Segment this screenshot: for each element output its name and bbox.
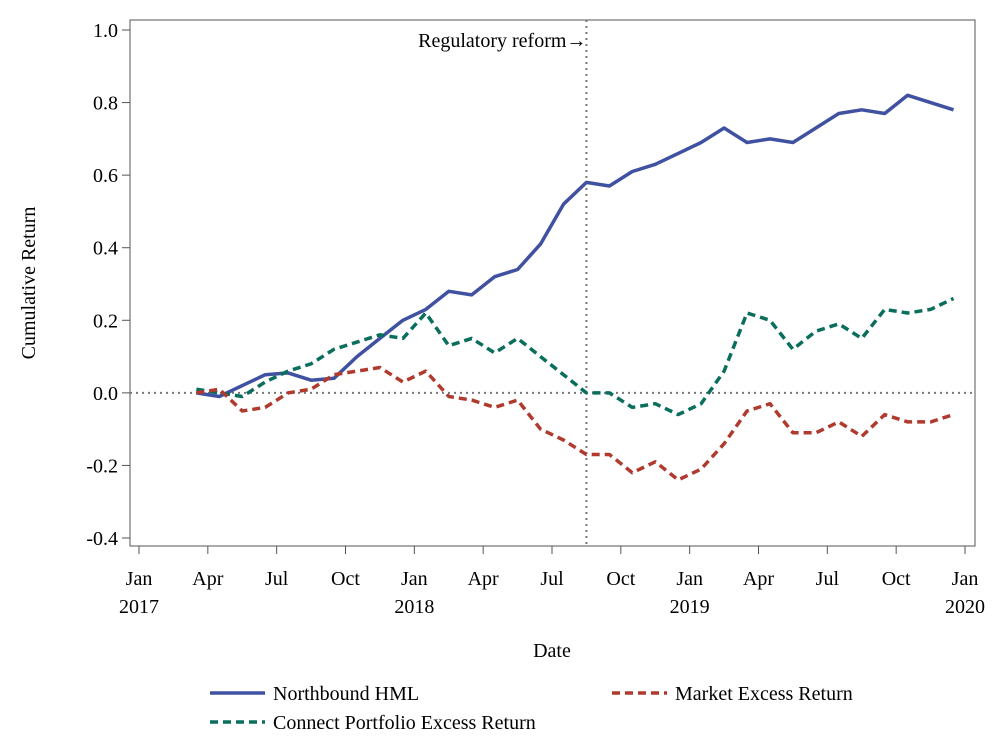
- legend-label: Market Excess Return: [675, 683, 853, 705]
- x-tick-label: Jan: [952, 568, 979, 590]
- x-tick-year: 2017: [119, 596, 159, 618]
- x-tick-label: Jan: [126, 568, 153, 590]
- y-tick-label: 0.8: [93, 93, 118, 115]
- series-line: [196, 296, 955, 417]
- plot-frame: [129, 19, 976, 547]
- x-tick-label: Oct: [606, 568, 635, 590]
- x-tick-year: 2020: [945, 596, 985, 618]
- x-tick-label: Apr: [743, 568, 774, 590]
- x-tick-year: 2019: [670, 596, 710, 618]
- series-line: [196, 93, 955, 399]
- series-line: [196, 365, 955, 482]
- x-tick-label: Jul: [816, 568, 840, 590]
- x-tick-label: Jul: [540, 568, 564, 590]
- y-tick-label: -0.2: [86, 455, 118, 477]
- y-tick-label: 1.0: [93, 20, 118, 42]
- x-tick-label: Apr: [192, 568, 223, 590]
- y-tick-label: 0.2: [93, 310, 118, 332]
- y-axis-label: Cumulative Return: [18, 207, 40, 360]
- y-tick-label: 0.6: [93, 165, 118, 187]
- x-tick-label: Jul: [265, 568, 289, 590]
- x-tick-label: Oct: [882, 568, 911, 590]
- annotation: Regulatory reform→: [418, 30, 586, 52]
- legend-label: Northbound HML: [273, 683, 419, 705]
- y-tick-label: 0.4: [93, 238, 118, 260]
- x-tick-label: Apr: [468, 568, 499, 590]
- x-tick-label: Jan: [676, 568, 703, 590]
- y-tick-label: -0.4: [86, 528, 118, 550]
- x-tick-year: 2018: [394, 596, 434, 618]
- x-axis-label: Date: [533, 640, 571, 662]
- x-tick-label: Jan: [401, 568, 428, 590]
- x-tick-label: Oct: [331, 568, 360, 590]
- legend-label: Connect Portfolio Excess Return: [273, 712, 536, 734]
- y-tick-label: 0.0: [93, 383, 118, 405]
